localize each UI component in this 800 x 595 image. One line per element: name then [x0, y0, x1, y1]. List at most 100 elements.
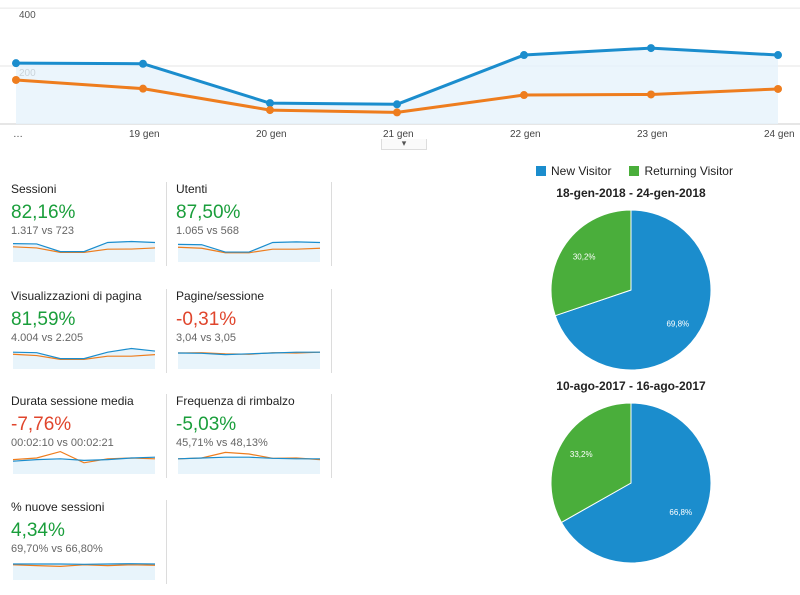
- metric-change: -5,03%: [176, 414, 237, 435]
- legend-swatch: [536, 166, 546, 176]
- metric-comparison: 3,04 vs 3,05: [176, 332, 236, 344]
- x-tick-label: 24 gen: [764, 129, 795, 140]
- x-tick-label: 23 gen: [637, 129, 668, 140]
- y-tick-label: 400: [19, 10, 36, 21]
- pie-slice-label: 69,8%: [666, 320, 689, 329]
- data-point: [520, 91, 528, 100]
- metric-pageviews[interactable]: Visualizzazioni di pagina 81,59% 4.004 vs …: [11, 289, 161, 373]
- pie-slice: [554, 209, 712, 371]
- metric-sparkline: [177, 351, 321, 369]
- legend-label: New Visitor: [551, 164, 612, 178]
- legend-item[interactable]: Returning Visitor: [629, 164, 733, 178]
- sparkline-current: [177, 456, 320, 460]
- divider: [166, 500, 167, 584]
- metric-bounce-rate[interactable]: Frequenza di rimbalzo -5,03% 45,71% vs 48,…: [176, 394, 326, 478]
- metric-change: 81,59%: [11, 309, 76, 330]
- metric-label: Visualizzazioni di pagina: [11, 289, 142, 303]
- metric-comparison: 1.065 vs 568: [176, 225, 239, 237]
- sparkline-current: [12, 456, 156, 462]
- metric-change: -0,31%: [176, 309, 237, 330]
- data-point: [139, 84, 147, 93]
- pie-chart-current: 69,8% 30,2%: [550, 209, 712, 371]
- divider: [331, 289, 332, 373]
- sparkline-current: [177, 351, 320, 356]
- pie-slice-label: 33,2%: [570, 450, 593, 459]
- data-point: [774, 84, 782, 93]
- metric-comparison: 1.317 vs 723: [11, 225, 74, 237]
- chevron-down-icon: ▾: [401, 138, 407, 148]
- sparkline-current: [12, 347, 156, 360]
- metric-sparkline: [12, 347, 156, 369]
- pie-slice: [550, 402, 632, 524]
- metric-comparison: 00:02:10 vs 00:02:21: [11, 437, 114, 449]
- sparkline-area: [13, 457, 155, 474]
- data-point: [393, 108, 401, 117]
- pie-slice: [550, 209, 632, 317]
- data-point: [647, 90, 655, 99]
- series-area: [16, 48, 778, 125]
- data-point: [647, 44, 655, 53]
- metric-sparkline: [177, 241, 321, 262]
- metric-new-sessions[interactable]: % nuove sessioni 4,34% 69,70% vs 66,80%: [11, 500, 161, 584]
- data-point: [393, 100, 401, 109]
- sparkline-previous: [12, 353, 156, 360]
- sparkline-area: [178, 352, 320, 369]
- metric-avg-session-duration[interactable]: Durata sessione media -7,76% 00:02:10 vs 0…: [11, 394, 161, 478]
- legend-swatch: [629, 166, 640, 176]
- chart-collapse-toggle[interactable]: ▾: [381, 139, 427, 150]
- pie-title: 10-ago-2017 - 16-ago-2017: [556, 379, 706, 393]
- metric-comparison: 45,71% vs 48,13%: [176, 437, 268, 449]
- pie-slice-label: 66,8%: [669, 508, 692, 517]
- sparkline-previous: [12, 246, 156, 253]
- metric-change: 87,50%: [176, 202, 241, 223]
- divider: [166, 394, 167, 478]
- metric-comparison: 4.004 vs 2.205: [11, 332, 84, 344]
- metric-label: Sessioni: [11, 182, 57, 196]
- legend-item[interactable]: New Visitor: [536, 164, 611, 178]
- metric-label: Utenti: [176, 182, 208, 196]
- metric-change: 4,34%: [11, 520, 65, 541]
- metric-pages-per-session[interactable]: Pagine/sessione -0,31% 3,04 vs 3,05: [176, 289, 326, 373]
- divider: [331, 182, 332, 266]
- pie-slice: [560, 402, 712, 564]
- data-point: [266, 99, 274, 108]
- metric-comparison: 69,70% vs 66,80%: [11, 543, 103, 555]
- sparkline-area: [178, 457, 320, 474]
- metric-label: Pagine/sessione: [176, 289, 265, 303]
- sparkline-previous: [177, 246, 321, 254]
- metric-label: % nuove sessioni: [11, 500, 105, 514]
- metric-users[interactable]: Utenti 87,50% 1.065 vs 568: [176, 182, 326, 266]
- metric-sparkline: [12, 450, 156, 474]
- divider: [166, 289, 167, 373]
- data-point: [520, 51, 528, 60]
- x-tick-label: 20 gen: [256, 129, 287, 140]
- pie-title: 18-gen-2018 - 24-gen-2018: [556, 186, 706, 200]
- metric-change: 82,16%: [11, 202, 76, 223]
- sparkline-area: [13, 563, 155, 580]
- x-tick-label: 19 gen: [129, 129, 160, 140]
- metric-sparkline: [177, 451, 321, 474]
- sparkline-current: [13, 563, 156, 565]
- data-point: [12, 75, 20, 84]
- metric-change: -7,76%: [11, 414, 72, 435]
- metric-label: Frequenza di rimbalzo: [176, 394, 295, 408]
- sparkline-current: [12, 240, 156, 253]
- x-tick-label: 21 gen: [383, 129, 414, 140]
- data-point: [266, 106, 274, 115]
- pie-chart-previous: 66,8% 33,2%: [550, 402, 712, 564]
- x-tick-label: 22 gen: [510, 129, 541, 140]
- data-point: [774, 51, 782, 60]
- data-point: [12, 59, 20, 68]
- divider: [166, 182, 167, 266]
- metric-sparkline: [12, 563, 156, 580]
- data-point: [139, 59, 147, 68]
- metric-label: Durata sessione media: [11, 394, 134, 408]
- metric-sessions[interactable]: Sessioni 82,16% 1.317 vs 723: [11, 182, 161, 266]
- metric-sparkline: [12, 240, 156, 262]
- pie-slice-label: 30,2%: [573, 252, 596, 261]
- legend-label: Returning Visitor: [644, 164, 733, 178]
- sparkline-area: [178, 241, 320, 262]
- sparkline-current: [177, 241, 321, 253]
- pie-legend: New Visitor Returning Visitor: [536, 164, 733, 178]
